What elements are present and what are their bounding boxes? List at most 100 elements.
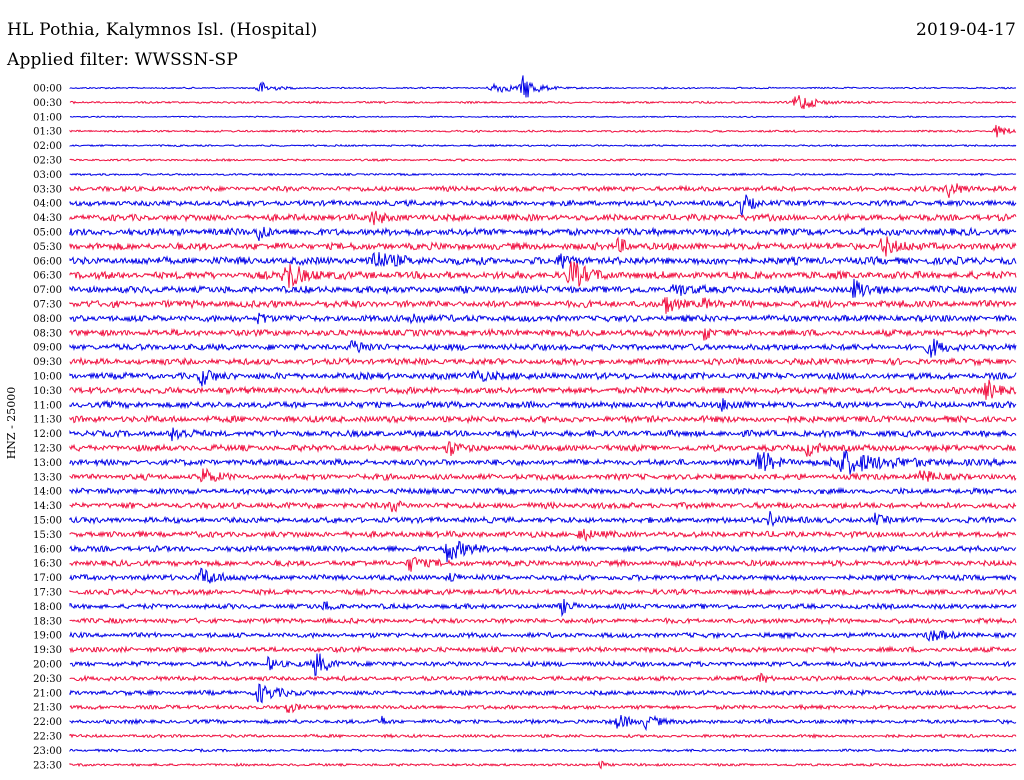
row-label: 01:30 <box>33 127 62 138</box>
trace-row <box>69 369 1017 387</box>
trace-row <box>69 414 1017 425</box>
row-label: 08:30 <box>33 328 62 339</box>
row-label: 17:30 <box>33 588 62 599</box>
row-label: 05:30 <box>33 242 62 253</box>
row-label: 11:30 <box>33 415 62 426</box>
row-label: 22:00 <box>33 717 62 728</box>
trace-row <box>69 672 1017 683</box>
trace-row <box>69 338 1017 358</box>
row-label: 19:30 <box>33 645 62 656</box>
row-label: 23:30 <box>33 760 62 771</box>
row-label: 11:00 <box>33 400 62 411</box>
trace-row <box>69 75 1017 98</box>
row-label: 20:30 <box>33 674 62 685</box>
row-label: 16:30 <box>33 559 62 570</box>
row-label: 14:30 <box>33 501 62 512</box>
row-label: 15:00 <box>33 516 62 527</box>
row-label: 14:00 <box>33 487 62 498</box>
trace-row <box>69 598 1017 618</box>
row-label: 05:00 <box>33 228 62 239</box>
row-label: 16:00 <box>33 544 62 555</box>
trace-row <box>69 450 1017 475</box>
row-label: 02:00 <box>33 141 62 152</box>
trace-row <box>69 653 1017 676</box>
trace-row <box>69 511 1017 528</box>
trace-row <box>69 172 1017 177</box>
row-label: 13:30 <box>33 472 62 483</box>
trace-row <box>69 760 1017 770</box>
row-label: 12:30 <box>33 444 62 455</box>
trace-row <box>69 143 1017 148</box>
trace-row <box>69 683 1017 704</box>
row-label: 06:00 <box>33 256 62 267</box>
row-label: 03:30 <box>33 184 62 195</box>
row-labels: 00:00 00:30 01:00 01:30 02:00 02:30 03:00 03:30… <box>33 84 62 772</box>
trace-row <box>69 703 1017 714</box>
trace-row <box>69 714 1017 732</box>
row-label: 09:00 <box>33 343 62 354</box>
trace-row <box>69 252 1017 269</box>
trace-row <box>69 236 1017 257</box>
row-label: 15:30 <box>33 530 62 541</box>
row-label: 22:30 <box>33 732 62 743</box>
row-label: 07:00 <box>33 285 62 296</box>
row-label: 10:00 <box>33 372 62 383</box>
trace-row <box>69 210 1017 226</box>
trace-row <box>69 441 1017 457</box>
trace-row <box>69 556 1017 572</box>
axis-label-channel: HNZ - 25000 <box>5 387 18 460</box>
trace-row <box>69 629 1017 642</box>
trace-row <box>69 732 1017 740</box>
row-label: 09:30 <box>33 357 62 368</box>
trace-row <box>69 158 1017 162</box>
row-label: 00:30 <box>33 98 62 109</box>
row-label: 04:30 <box>33 213 62 224</box>
trace-row <box>69 278 1017 298</box>
trace-row <box>69 540 1017 563</box>
trace-row <box>69 327 1016 341</box>
row-label: 03:00 <box>33 170 62 181</box>
trace-row <box>69 486 1017 496</box>
trace-row <box>69 748 1017 753</box>
trace-row <box>69 616 1017 626</box>
trace-row <box>69 587 1017 597</box>
trace-row <box>69 95 1017 110</box>
trace-row <box>69 567 1017 584</box>
row-label: 21:00 <box>33 688 62 699</box>
row-label: 17:00 <box>33 573 62 584</box>
row-label: 18:30 <box>33 616 62 627</box>
seismic-traces <box>69 75 1017 770</box>
trace-row <box>69 356 1017 367</box>
trace-row <box>69 312 1017 325</box>
row-label: 19:00 <box>33 631 62 642</box>
row-label: 10:30 <box>33 386 62 397</box>
row-label: 08:00 <box>33 314 62 325</box>
trace-row <box>69 115 1017 119</box>
trace-row <box>69 194 1017 217</box>
row-label: 06:30 <box>33 271 62 282</box>
trace-row <box>69 124 1017 138</box>
trace-row <box>69 645 1017 654</box>
trace-row <box>69 398 1017 412</box>
row-label: 23:00 <box>33 746 62 757</box>
row-label: 00:00 <box>33 84 62 95</box>
trace-row <box>69 379 1017 400</box>
trace-row <box>69 226 1017 242</box>
trace-row <box>69 467 1017 483</box>
row-label: 20:00 <box>33 660 62 671</box>
trace-row <box>69 500 1017 513</box>
row-label: 04:00 <box>33 199 62 210</box>
trace-row <box>69 183 1017 198</box>
row-label: 02:30 <box>33 156 62 167</box>
row-label: 07:30 <box>33 300 62 311</box>
trace-row <box>69 261 1017 288</box>
row-label: 12:00 <box>33 429 62 440</box>
row-label: 21:30 <box>33 703 62 714</box>
row-label: 01:00 <box>33 112 62 123</box>
record-date: 2019-04-17 <box>915 20 1016 40</box>
trace-row <box>69 528 1017 543</box>
filter-label: Applied filter: WWSSN-SP <box>7 50 239 70</box>
row-label: 13:00 <box>33 458 62 469</box>
station-title: HL Pothia, Kalymnos Isl. (Hospital) <box>7 20 318 40</box>
